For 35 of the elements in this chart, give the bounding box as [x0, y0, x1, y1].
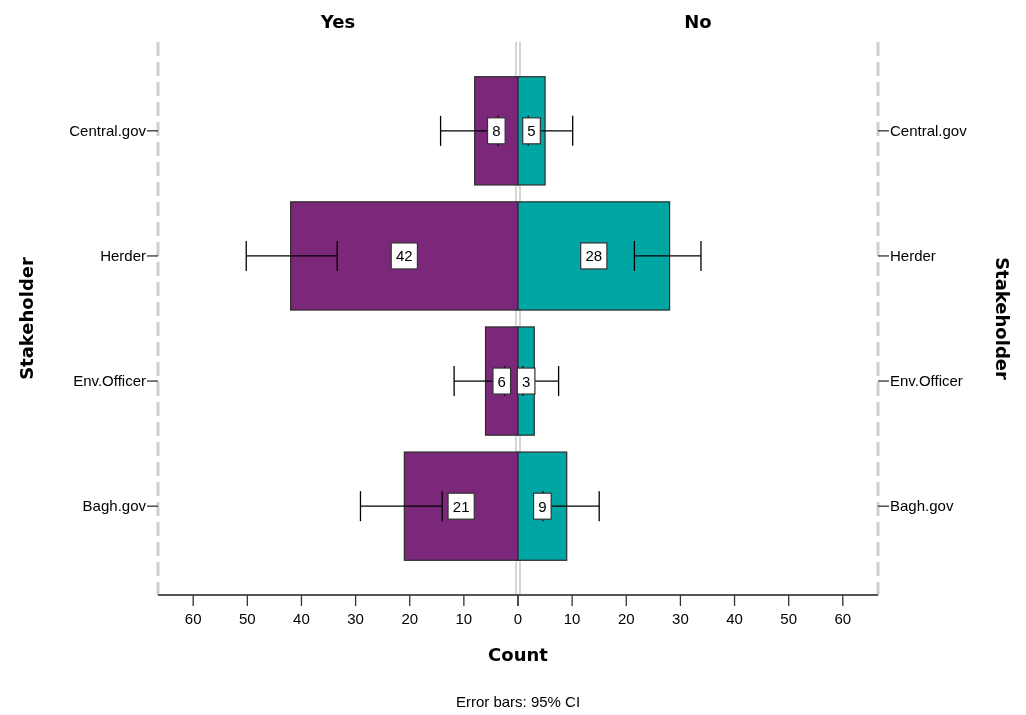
x-tick-label: 10: [455, 610, 473, 627]
x-axis-title: Count: [488, 644, 549, 665]
y-tick-label: Central.gov: [890, 121, 968, 139]
x-tick-label: 50: [238, 610, 256, 627]
y-tick-label: Env.Officer: [890, 372, 963, 390]
x-tick-label: 30: [347, 610, 364, 627]
y-tick-label: Env.Officer: [73, 372, 146, 390]
data-label: 28: [585, 247, 603, 265]
x-tick-label: 50: [780, 610, 798, 627]
x-tick-label: 20: [617, 610, 635, 627]
y-axis-title: Stakeholder: [16, 257, 37, 380]
y-tick-label: Herder: [100, 246, 146, 264]
y-tick-label: Bagh.gov: [890, 497, 954, 515]
y-tick-label: Bagh.gov: [82, 497, 147, 515]
data-label: 5: [527, 122, 536, 140]
data-label: 6: [497, 372, 506, 390]
y-tick-label: Central.gov: [69, 121, 147, 139]
x-tick-label: 60: [184, 610, 202, 627]
x-tick-label: 0: [513, 610, 523, 627]
data-label: 3: [521, 372, 531, 390]
x-tick-label: 20: [401, 610, 419, 627]
x-tick-label: 30: [672, 610, 689, 627]
data-label: 8: [492, 122, 501, 140]
x-tick-label: 40: [293, 610, 310, 627]
chart-title: No: [684, 11, 712, 32]
data-label: 21: [452, 497, 470, 515]
y-axis-title: Stakeholder: [992, 257, 1013, 380]
x-tick-label: 40: [726, 610, 743, 627]
x-tick-label: 10: [563, 610, 581, 627]
chart-title: Yes: [319, 11, 356, 32]
data-label: 9: [538, 497, 547, 515]
text: Error bars: 95% CI: [455, 693, 581, 710]
y-tick-label: Herder: [890, 246, 936, 264]
data-label: 42: [395, 247, 413, 265]
x-tick-label: 60: [834, 610, 852, 627]
